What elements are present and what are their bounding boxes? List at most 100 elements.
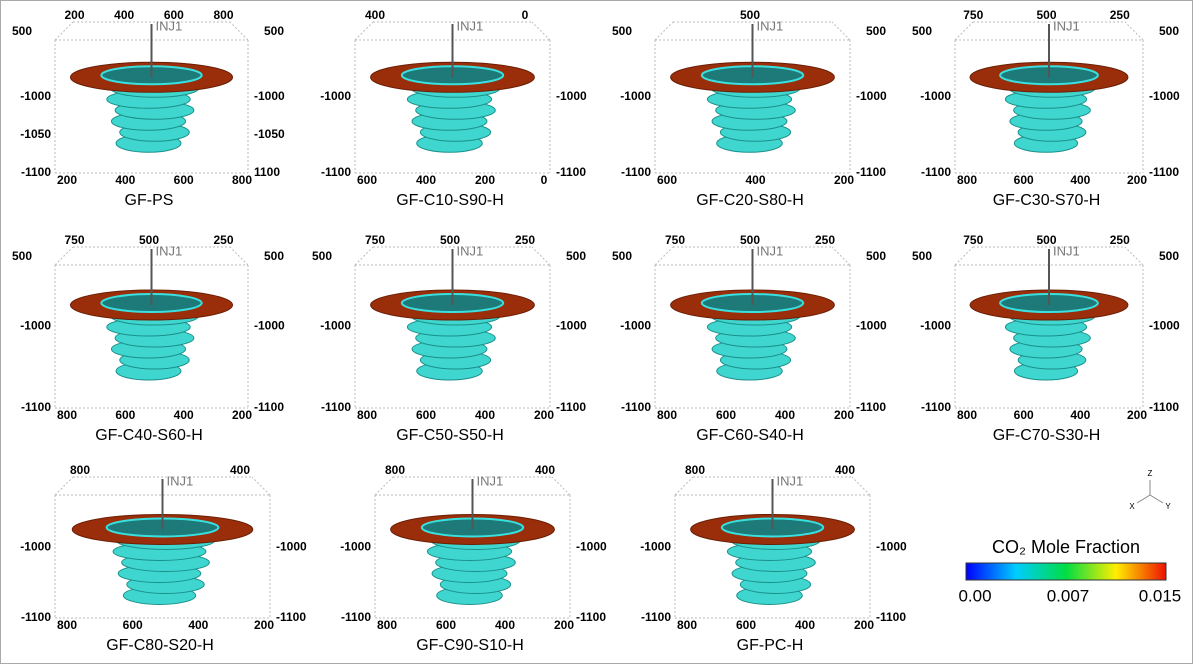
corner-label: 500 [612,24,632,38]
bottom-tick: 400 [1070,408,1090,422]
bottom-tick: 800 [357,408,377,422]
left-tick: -1000 [620,89,651,103]
top-tick: 400 [365,8,385,22]
top-tick: 500 [740,233,760,247]
right-tick: -1100 [1149,165,1179,179]
bottom-tick: 400 [775,408,795,422]
box-edge [655,247,673,265]
bottom-tick: 800 [57,408,77,422]
panel-title: GF-C30-S70-H [993,192,1101,209]
top-tick: 0 [522,8,529,22]
box-edge [532,22,550,40]
bottom-tick: 200 [854,618,874,632]
box-edge [675,477,693,495]
box-edge [230,247,248,265]
triad-label: Z [1148,469,1153,478]
panel: INJ1500500750500250-1000-1100-1000-11008… [912,8,1180,209]
box-edge [55,247,73,265]
left-tick: -1000 [20,89,51,103]
right-tick: -1000 [856,318,887,332]
bottom-tick: 200 [232,408,252,422]
panel-title: GF-C60-S40-H [696,427,804,444]
left-tick: -1000 [320,318,351,332]
right-tick: -1000 [254,89,285,103]
left-tick: -1100 [21,610,51,624]
bottom-tick: 0 [541,173,548,187]
panel-title: GF-C90-S10-H [416,637,524,654]
top-tick: 800 [70,463,90,477]
panel-title: GF-PS [125,192,174,209]
colorbar-title: CO₂ Mole Fraction [992,537,1140,557]
well-label: INJ1 [1053,18,1080,33]
left-tick: -1000 [920,89,951,103]
bottom-tick: 600 [416,408,436,422]
top-tick: 400 [535,463,555,477]
box-edge [252,477,270,495]
left-tick: -1050 [20,127,51,141]
left-tick: -1100 [921,400,951,414]
box-edge [955,247,973,265]
box-edge [832,247,850,265]
bottom-tick: 800 [677,618,697,632]
box-edge [1125,22,1143,40]
bottom-tick: 600 [174,173,194,187]
bottom-tick: 200 [254,618,274,632]
bottom-tick: 600 [1014,408,1034,422]
top-tick: 500 [139,233,159,247]
right-tick: -1000 [254,318,285,332]
top-tick: 250 [213,233,233,247]
top-tick: 800 [685,463,705,477]
right-tick: -1000 [556,318,587,332]
bottom-tick: 400 [115,173,135,187]
left-tick: -1100 [21,400,51,414]
right-tick: -1000 [1149,318,1180,332]
box-edge [1125,247,1143,265]
bottom-tick: 400 [495,618,515,632]
bottom-tick: 400 [795,618,815,632]
top-tick: 250 [515,233,535,247]
triad [1150,495,1163,503]
well-label: INJ1 [757,243,784,258]
corner-label: 500 [312,249,332,263]
box-edge [532,247,550,265]
right-tick: -1100 [556,400,586,414]
bottom-tick: 800 [57,618,77,632]
colorbar-tick: 0.007 [1047,586,1090,605]
right-tick: -1000 [576,539,607,553]
bottom-tick: 600 [736,618,756,632]
well-label: INJ1 [757,18,784,33]
top-tick: 400 [835,463,855,477]
bottom-tick: 800 [957,408,977,422]
bottom-tick: 200 [534,408,554,422]
corner-label: 500 [1159,249,1179,263]
box-edge [55,477,73,495]
triad-label: X [1129,502,1135,511]
top-tick: 200 [64,8,84,22]
corner-label: 500 [1159,24,1179,38]
left-tick: -1000 [640,539,671,553]
bottom-tick: 600 [657,173,677,187]
bottom-tick: 600 [357,173,377,187]
bottom-tick: 800 [957,173,977,187]
corner-label: 500 [12,249,32,263]
well-label: INJ1 [167,473,194,488]
box-edge [655,22,673,40]
well-label: INJ1 [477,473,504,488]
bottom-tick: 200 [554,618,574,632]
top-tick: 250 [1110,233,1130,247]
bottom-tick: 400 [475,408,495,422]
right-tick: -1100 [556,165,586,179]
top-tick: 800 [385,463,405,477]
well-label: INJ1 [777,473,804,488]
bottom-tick: 200 [1127,173,1147,187]
bottom-tick: 400 [745,173,765,187]
colorbar-tick: 0.015 [1139,586,1182,605]
bottom-tick: 600 [123,618,143,632]
bottom-tick: 200 [834,408,854,422]
top-tick: 400 [114,8,134,22]
bottom-tick: 600 [436,618,456,632]
corner-label: 500 [612,249,632,263]
panel-title: GF-C20-S80-H [696,192,804,209]
